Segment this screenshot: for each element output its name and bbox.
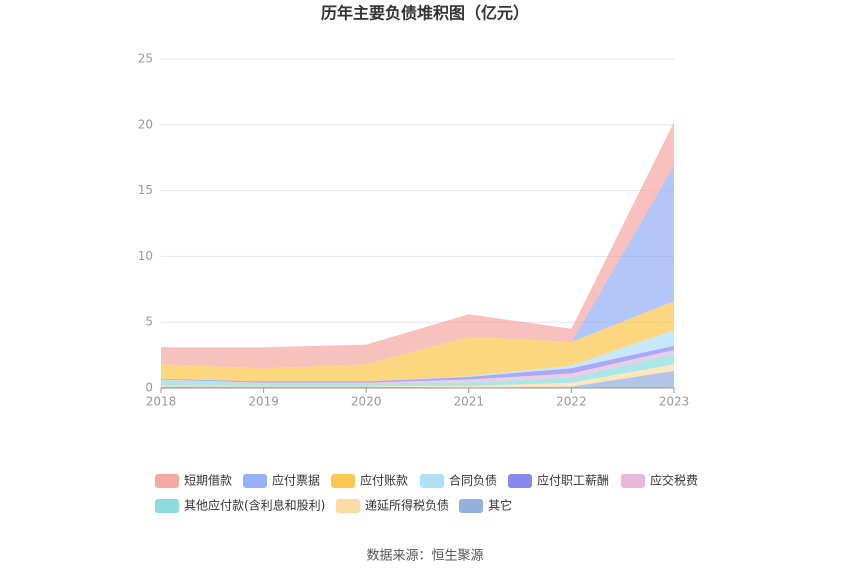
area xyxy=(161,345,674,383)
legend-label: 短期借款 xyxy=(184,474,232,488)
source: 数据来源：恒生聚源 xyxy=(366,549,483,564)
x-tick-label: 2020 xyxy=(351,395,382,409)
legend-label: 合同负债 xyxy=(449,473,497,488)
legend-label: 其他应付款(含利息和股利) xyxy=(184,498,325,513)
legend-label: 应付票据 xyxy=(272,473,320,488)
legend-swatch xyxy=(243,474,267,488)
area xyxy=(161,353,674,387)
y-tick-label: 20 xyxy=(138,117,153,131)
x-tick-label: 2022 xyxy=(556,395,587,409)
legend-swatch xyxy=(508,474,532,488)
legend-label: 其它 xyxy=(488,498,512,513)
area xyxy=(161,330,674,382)
y-tick-label: 5 xyxy=(145,315,153,329)
chart-title: 历年主要负债堆积图（亿元） xyxy=(321,4,529,23)
y-tick-label: 10 xyxy=(138,249,153,263)
legend-label: 应付职工薪酬 xyxy=(537,473,609,488)
x-tick-label: 2023 xyxy=(659,395,690,409)
legend-label: 应交税费 xyxy=(650,473,698,488)
x-tick-label: 2019 xyxy=(248,395,279,409)
y-tick-label: 0 xyxy=(145,381,153,395)
x-tick-label: 2021 xyxy=(454,395,485,409)
legend-label: 递延所得税负债 xyxy=(365,498,449,513)
x-tick-label: 2018 xyxy=(146,395,177,409)
y-tick-label: 15 xyxy=(138,183,153,197)
legend-swatch xyxy=(336,499,360,513)
legend-swatch xyxy=(331,474,355,488)
y-tick-label: 25 xyxy=(138,52,153,66)
area xyxy=(161,349,674,384)
legend-label: 应付账款 xyxy=(360,473,408,488)
legend-swatch xyxy=(155,499,179,513)
legend-swatch xyxy=(155,474,179,488)
legend-swatch xyxy=(459,499,483,513)
legend-swatch xyxy=(621,474,645,488)
area xyxy=(161,301,674,382)
legend-swatch xyxy=(420,474,444,488)
area xyxy=(161,370,674,388)
